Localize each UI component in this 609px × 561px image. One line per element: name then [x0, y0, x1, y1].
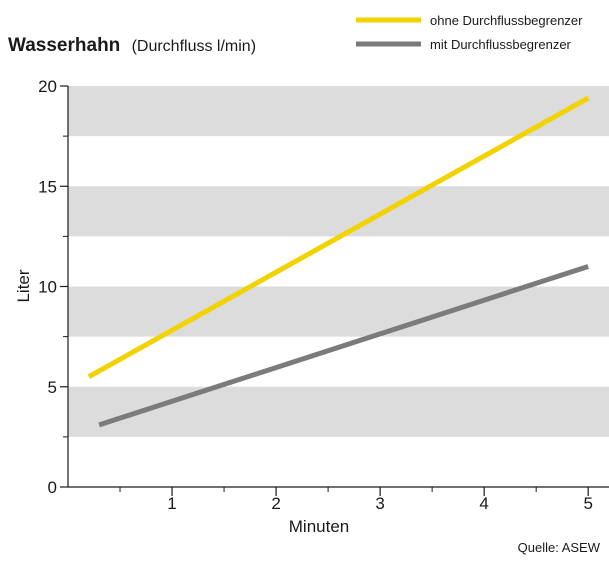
- chart-title-line: Wasserhahn (Durchfluss l/min): [8, 35, 256, 56]
- legend-label-ohne: ohne Durchflussbegrenzer: [430, 13, 583, 28]
- x-tick-label: 4: [479, 494, 488, 513]
- legend: ohne Durchflussbegrenzer mit Durchflussb…: [356, 13, 583, 52]
- x-tick-label: 2: [271, 494, 280, 513]
- chart-title: Wasserhahn: [8, 35, 120, 56]
- chart-title-group: Wasserhahn (Durchfluss l/min): [8, 35, 256, 56]
- y-tick-label: 20: [38, 77, 57, 96]
- series-layer: [87, 95, 590, 428]
- band-layer: [68, 86, 609, 437]
- grid-band: [68, 286, 609, 337]
- grid-band: [68, 186, 609, 237]
- y-tick-label: 5: [48, 378, 57, 397]
- series-line-ohne-durchflussbegrenzer: [87, 95, 590, 379]
- x-tick-label: 1: [167, 494, 176, 513]
- grid-band: [68, 386, 609, 437]
- x-tick-label: 5: [583, 494, 592, 513]
- legend-label-mit: mit Durchflussbegrenzer: [430, 37, 572, 52]
- y-tick-label: 15: [38, 177, 57, 196]
- y-tick-label: 10: [38, 278, 57, 297]
- series-line-mit-durchflussbegrenzer: [98, 264, 589, 428]
- y-axis-label: Liter: [14, 269, 33, 302]
- chart-subtitle: (Durchfluss l/min): [132, 38, 256, 55]
- x-axis-label: Minuten: [289, 517, 349, 536]
- x-ticks-layer: 1 2 3 4 5: [119, 487, 593, 513]
- grid-band: [68, 86, 609, 137]
- x-tick-label: 3: [375, 494, 384, 513]
- axis-labels: Minuten Liter: [14, 269, 349, 536]
- y-tick-label: 0: [48, 478, 57, 497]
- source-note: Quelle: ASEW: [518, 540, 601, 555]
- y-ticks-layer: 0 5 10 15 20: [38, 77, 68, 497]
